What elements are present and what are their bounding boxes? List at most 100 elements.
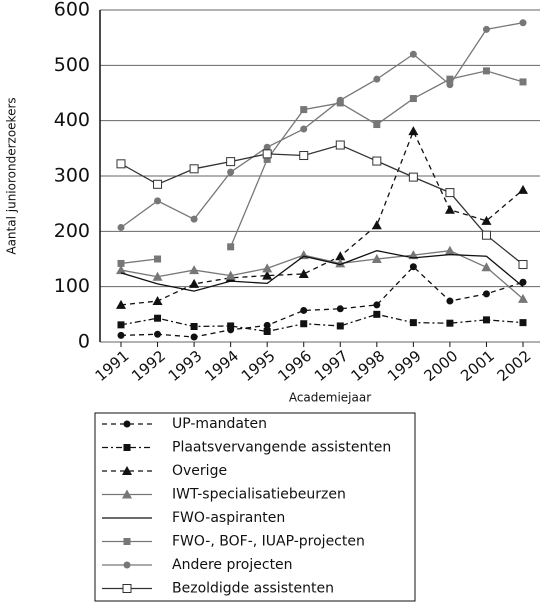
point: [481, 230, 491, 240]
point: [300, 106, 308, 114]
series-line: [120, 250, 524, 292]
point: [262, 270, 273, 280]
series-line: [120, 70, 524, 265]
x-tick-label: 1995: [238, 347, 279, 385]
point: [409, 50, 417, 58]
point: [189, 265, 200, 275]
legend-label: FWO-aspiranten: [172, 510, 285, 526]
point: [116, 159, 126, 169]
legend-label: UP-mandaten: [172, 416, 267, 432]
point: [152, 296, 163, 306]
point: [117, 331, 125, 339]
y-tick-label: 0: [78, 331, 90, 353]
legend-marker: [122, 466, 132, 475]
point: [227, 168, 235, 176]
point: [263, 155, 271, 163]
point: [481, 215, 492, 225]
legend-marker: [123, 561, 131, 569]
point: [225, 270, 236, 280]
point: [154, 197, 162, 205]
y-axis-label: Aantal junioronderzoekers: [5, 97, 19, 254]
point: [298, 250, 309, 260]
x-tick-label: 2000: [421, 347, 462, 385]
point: [445, 188, 455, 198]
point: [446, 81, 454, 89]
point: [482, 290, 490, 298]
legend-marker: [123, 420, 131, 428]
point: [189, 278, 200, 288]
point: [373, 310, 381, 318]
point: [262, 263, 273, 273]
point: [482, 25, 490, 33]
point: [518, 260, 528, 270]
point: [190, 215, 198, 223]
point: [373, 75, 381, 83]
point: [189, 164, 199, 174]
point: [518, 293, 528, 303]
point: [335, 258, 346, 268]
x-tick-label: 1999: [384, 347, 425, 385]
point: [519, 278, 527, 286]
point: [518, 184, 528, 194]
point: [409, 263, 417, 271]
legend-label: Bezoldigde assistenten: [172, 581, 334, 597]
legend-label: IWT-specialisatiebeurzen: [172, 487, 346, 503]
point: [481, 262, 492, 272]
point: [519, 19, 527, 27]
point: [263, 327, 271, 335]
point: [262, 149, 272, 159]
point: [117, 223, 125, 231]
point: [519, 78, 527, 86]
point: [409, 319, 417, 327]
point: [152, 271, 163, 281]
series-line: [120, 22, 524, 228]
x-tick-label: 1998: [347, 347, 388, 385]
legend-label: FWO-, BOF-, IUAP-projecten: [172, 534, 365, 550]
series-line: [120, 144, 524, 266]
legend-marker: [122, 489, 132, 499]
point: [226, 157, 236, 167]
series-line: [120, 250, 524, 300]
x-tick-label: 1997: [311, 347, 352, 385]
point: [263, 321, 271, 329]
point: [373, 301, 381, 309]
series-line: [120, 265, 524, 338]
y-tick-label: 200: [54, 220, 90, 242]
x-tick-label: 1991: [92, 347, 133, 385]
y-tick-label: 100: [54, 275, 90, 297]
point: [444, 245, 455, 255]
point: [482, 316, 490, 324]
y-tick-label: 400: [54, 109, 90, 131]
point: [227, 322, 235, 330]
x-tick-label: 1993: [165, 347, 206, 385]
point: [154, 255, 162, 263]
x-tick-label: 1996: [274, 347, 315, 385]
legend-marker: [123, 444, 131, 451]
point: [408, 126, 419, 136]
point: [371, 220, 382, 230]
point: [154, 330, 162, 338]
point: [446, 319, 454, 327]
point: [372, 156, 382, 166]
point: [300, 306, 308, 314]
point: [116, 265, 126, 275]
point: [153, 179, 163, 189]
legend-marker: [123, 538, 131, 545]
point: [300, 125, 308, 133]
point: [335, 251, 346, 261]
point: [409, 95, 417, 103]
x-tick-label: 2002: [494, 347, 535, 385]
point: [335, 140, 345, 150]
legend-label: Overige: [172, 463, 227, 479]
point: [190, 333, 198, 341]
point: [299, 151, 309, 161]
x-tick-label: 2001: [457, 347, 498, 385]
legend-label: Plaatsvervangende assistenten: [172, 440, 391, 456]
point: [444, 204, 455, 214]
point: [300, 320, 308, 328]
legend-box: [94, 412, 416, 602]
point: [408, 172, 418, 182]
series-line: [120, 129, 524, 306]
point: [482, 67, 490, 75]
